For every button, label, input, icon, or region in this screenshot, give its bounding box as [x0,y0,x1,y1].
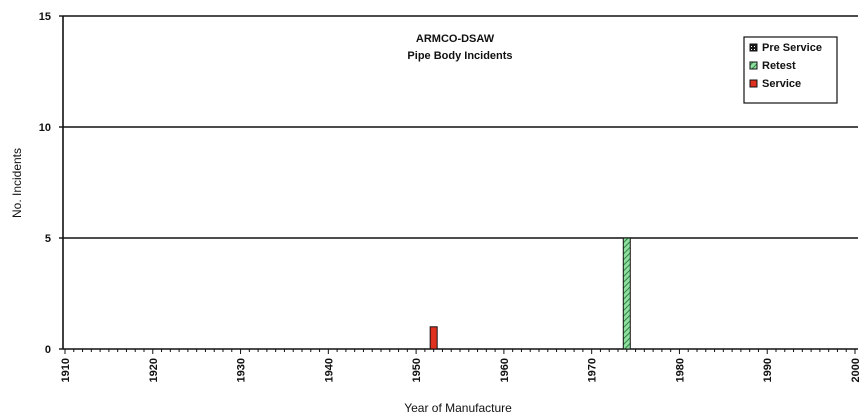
y-tick-label: 15 [39,11,51,23]
legend-swatch [749,43,758,52]
x-tick-label: 2000 [850,358,860,382]
bar-service [429,326,438,350]
legend-label: Retest [762,60,796,72]
bars [429,237,631,350]
x-tick-label: 1910 [60,358,72,382]
chart-title: ARMCO-DSAW [416,33,495,45]
x-tick-label: 1970 [587,358,599,382]
y-axis-title: No. Incidents [10,148,24,218]
axes [62,16,858,350]
x-tick-label: 1980 [674,358,686,382]
legend-box [743,36,838,104]
x-tick-label: 1930 [236,358,248,382]
x-axis-title: Year of Manufacture [404,401,512,415]
bar-retest [622,237,631,350]
legend-swatch [749,79,758,88]
y-tick-labels: 0 5 10 15 [39,11,51,356]
x-tick-label: 1990 [762,358,774,382]
x-tick-label: 1920 [148,358,160,382]
y-tick-label: 10 [39,122,51,134]
x-tick-label: 1940 [323,358,335,382]
chart-subtitle: Pipe Body Incidents [407,50,512,62]
y-tick-label: 5 [45,233,51,245]
y-tick-label: 0 [45,344,51,356]
x-tick-labels: 1910 1920 1930 1940 1950 1960 1970 1980 1990 2000 [60,358,860,382]
legend-label: Service [762,78,801,90]
legend-swatch [749,61,758,70]
legend: Pre Service Retest Service [743,36,838,104]
x-tick-label: 1950 [411,358,423,382]
legend-label: Pre Service [762,42,822,54]
gridlines [59,15,858,350]
x-minor-ticks [64,349,856,354]
x-tick-label: 1960 [499,358,511,382]
